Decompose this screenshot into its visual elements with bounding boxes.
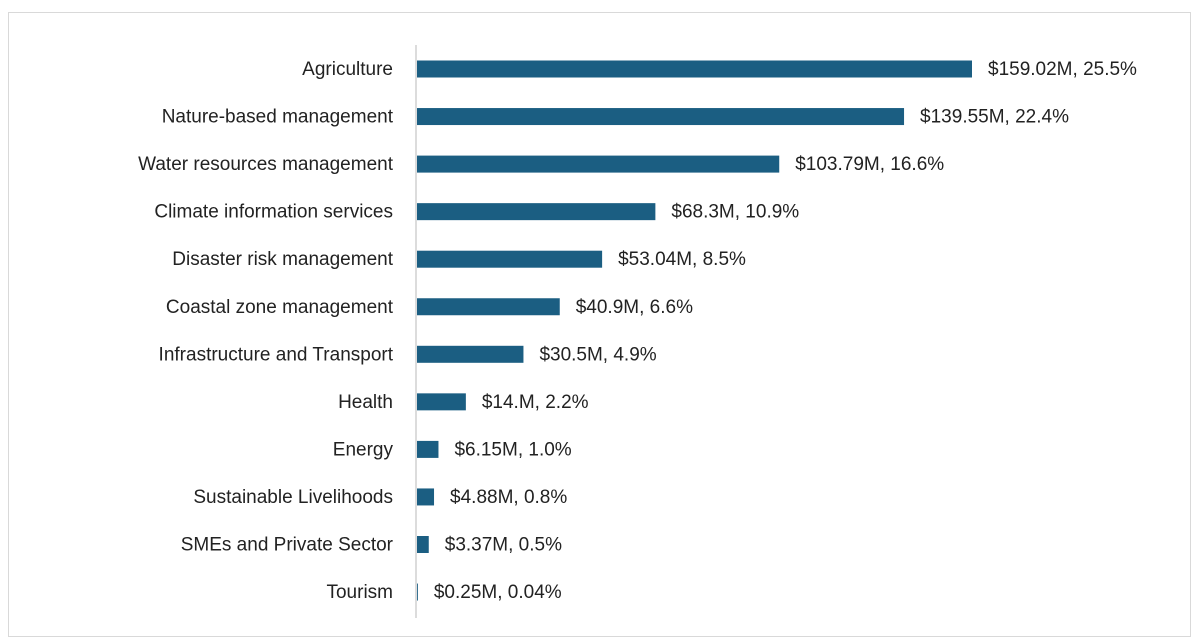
category-label: Coastal zone management [166, 297, 394, 318]
category-label: Water resources management [138, 154, 394, 175]
data-label: $103.79M, 16.6% [795, 154, 944, 175]
data-label: $53.04M, 8.5% [618, 249, 746, 270]
category-label: Health [338, 392, 393, 413]
category-label: Infrastructure and Transport [159, 344, 394, 365]
category-label: Nature-based management [162, 107, 394, 128]
data-label: $3.37M, 0.5% [445, 535, 562, 556]
bar [417, 203, 656, 221]
bar [417, 298, 560, 316]
data-label: $68.3M, 10.9% [671, 202, 799, 223]
category-label: Tourism [326, 582, 393, 603]
data-label: $159.02M, 25.5% [988, 59, 1137, 80]
bar [417, 536, 429, 553]
bar [417, 60, 972, 78]
category-label: Disaster risk management [172, 249, 393, 270]
bar [417, 345, 524, 363]
bar [417, 440, 439, 458]
data-label: $6.15M, 1.0% [454, 439, 571, 460]
data-label: $30.5M, 4.9% [539, 344, 656, 365]
category-label: Energy [333, 439, 394, 460]
category-label: Agriculture [302, 59, 393, 80]
bar [417, 393, 466, 411]
data-label: $40.9M, 6.6% [576, 297, 693, 318]
data-label: $14.M, 2.2% [482, 392, 589, 413]
category-label: Sustainable Livelihoods [193, 487, 393, 508]
category-label: Climate information services [154, 202, 393, 223]
data-label: $139.55M, 22.4% [920, 107, 1069, 128]
data-label: $4.88M, 0.8% [450, 487, 567, 508]
bar [417, 250, 603, 268]
bar [417, 108, 905, 126]
bar [417, 488, 435, 506]
bar [417, 583, 418, 601]
category-label: SMEs and Private Sector [181, 535, 394, 556]
bar [417, 155, 780, 173]
data-label: $0.25M, 0.04% [434, 582, 562, 603]
